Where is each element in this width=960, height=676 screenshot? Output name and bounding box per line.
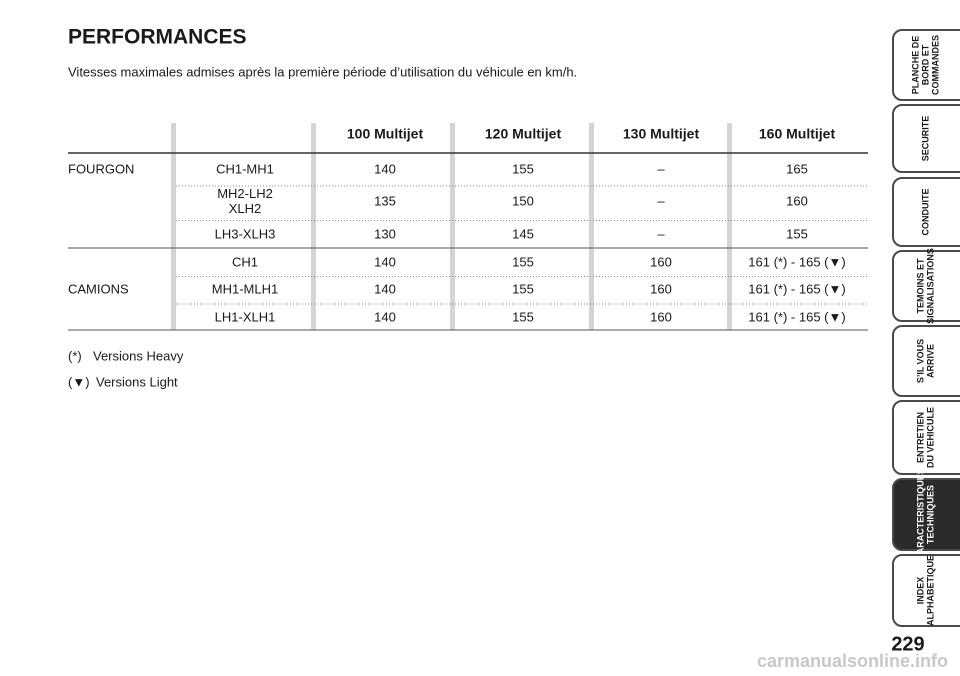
- model-name: LH3-XLH3: [215, 226, 276, 241]
- model-name: XLH2: [229, 201, 262, 216]
- column-header: 100 Multijet: [347, 126, 424, 142]
- speed-value: 165: [786, 161, 808, 176]
- speed-value: 160: [650, 281, 672, 296]
- speed-value: 155: [786, 226, 808, 241]
- nav-tab-text: SIGNALISATIONS: [925, 248, 935, 324]
- model-name: MH1-MLH1: [212, 281, 278, 296]
- column-header: 120 Multijet: [485, 126, 562, 142]
- speed-value: 155: [512, 161, 534, 176]
- speed-value: 160: [650, 254, 672, 269]
- nav-tab-label: PLANCHE DE BORD ET COMMANDES: [910, 35, 940, 95]
- nav-tab-text: ARRIVE: [925, 344, 935, 378]
- nav-tab-text: TEMOINS ET: [915, 258, 925, 314]
- nav-tab-label: ENTRETIEN DU VEHICULE: [915, 407, 935, 468]
- nav-tab-label: SECURITE: [920, 116, 930, 162]
- speed-value: 140: [374, 254, 396, 269]
- model-name: MH2-LH2: [217, 186, 273, 201]
- speed-value: –: [657, 161, 665, 176]
- nav-tab-text: CARACTERISTIQUES: [915, 468, 925, 561]
- nav-tab-text: INDEX: [915, 577, 925, 605]
- column-divider: [589, 123, 594, 330]
- nav-tab-text: ENTRETIEN: [915, 412, 925, 463]
- footnote-marker: (*): [68, 348, 82, 363]
- nav-tab-text: TECHNIQUES: [925, 485, 935, 544]
- speed-value: 160: [650, 309, 672, 324]
- nav-tab: [892, 104, 960, 173]
- speed-value: 155: [512, 281, 534, 296]
- speed-value: –: [657, 193, 665, 208]
- page-number: 229: [891, 633, 924, 655]
- nav-tab-text: S’IL VOUS: [915, 339, 925, 383]
- nav-tab-label: S’IL VOUS ARRIVE: [915, 339, 935, 383]
- speed-value: 135: [374, 193, 396, 208]
- speed-value: 150: [512, 193, 534, 208]
- nav-tab: [892, 400, 960, 475]
- model-name: CH1-MH1: [216, 161, 274, 176]
- column-divider: [727, 123, 732, 330]
- footnote-text: Versions Heavy: [93, 348, 184, 363]
- nav-tab-label: CONDUITE: [920, 189, 930, 236]
- column-header: 130 Multijet: [623, 126, 700, 142]
- speed-value: 140: [374, 161, 396, 176]
- footnote-text: Versions Light: [96, 374, 178, 389]
- model-name: LH1-XLH1: [215, 309, 276, 324]
- nav-tab: [892, 250, 960, 322]
- nav-tab-text: ALPHABETIQUE: [925, 555, 935, 626]
- footnote-marker: (▼): [68, 374, 90, 389]
- nav-tab-text: PLANCHE DE: [910, 36, 920, 95]
- nav-tab: [892, 554, 960, 627]
- speed-value: 130: [374, 226, 396, 241]
- group-label: CAMIONS: [68, 281, 129, 296]
- column-divider: [311, 123, 316, 330]
- speed-value: 140: [374, 281, 396, 296]
- speed-value: 161 (*) - 165 (▼): [748, 281, 845, 296]
- group-label: FOURGON: [68, 161, 134, 176]
- speed-value: 160: [786, 193, 808, 208]
- speed-value: 155: [512, 254, 534, 269]
- nav-tab-text: COMMANDES: [930, 35, 940, 95]
- speed-value: 161 (*) - 165 (▼): [748, 309, 845, 324]
- nav-tab-label: TEMOINS ET SIGNALISATIONS: [915, 248, 935, 324]
- speed-value: 145: [512, 226, 534, 241]
- nav-tab-label: INDEX ALPHABETIQUE: [915, 555, 935, 626]
- column-divider: [171, 123, 176, 330]
- nav-tab-text: BORD ET: [920, 44, 930, 85]
- column-divider: [450, 123, 455, 330]
- nav-tab-text: CONDUITE: [920, 189, 930, 236]
- speed-value: –: [657, 226, 665, 241]
- speed-value: 140: [374, 309, 396, 324]
- column-header: 160 Multijet: [759, 126, 836, 142]
- page-title: PERFORMANCES: [68, 26, 247, 49]
- nav-tab-text: SECURITE: [920, 116, 930, 162]
- nav-tab: [892, 325, 960, 397]
- watermark: carmanualsonline.info: [757, 651, 948, 671]
- speed-value: 155: [512, 309, 534, 324]
- nav-tab: [892, 29, 960, 101]
- nav-tab-text: DU VEHICULE: [925, 407, 935, 468]
- model-name: CH1: [232, 254, 258, 269]
- speed-value: 161 (*) - 165 (▼): [748, 254, 845, 269]
- nav-tab-label: CARACTERISTIQUES TECHNIQUES: [915, 468, 935, 561]
- nav-tab: [892, 177, 960, 247]
- nav-tab: [892, 478, 960, 551]
- subtitle: Vitesses maximales admises après la prem…: [68, 64, 577, 79]
